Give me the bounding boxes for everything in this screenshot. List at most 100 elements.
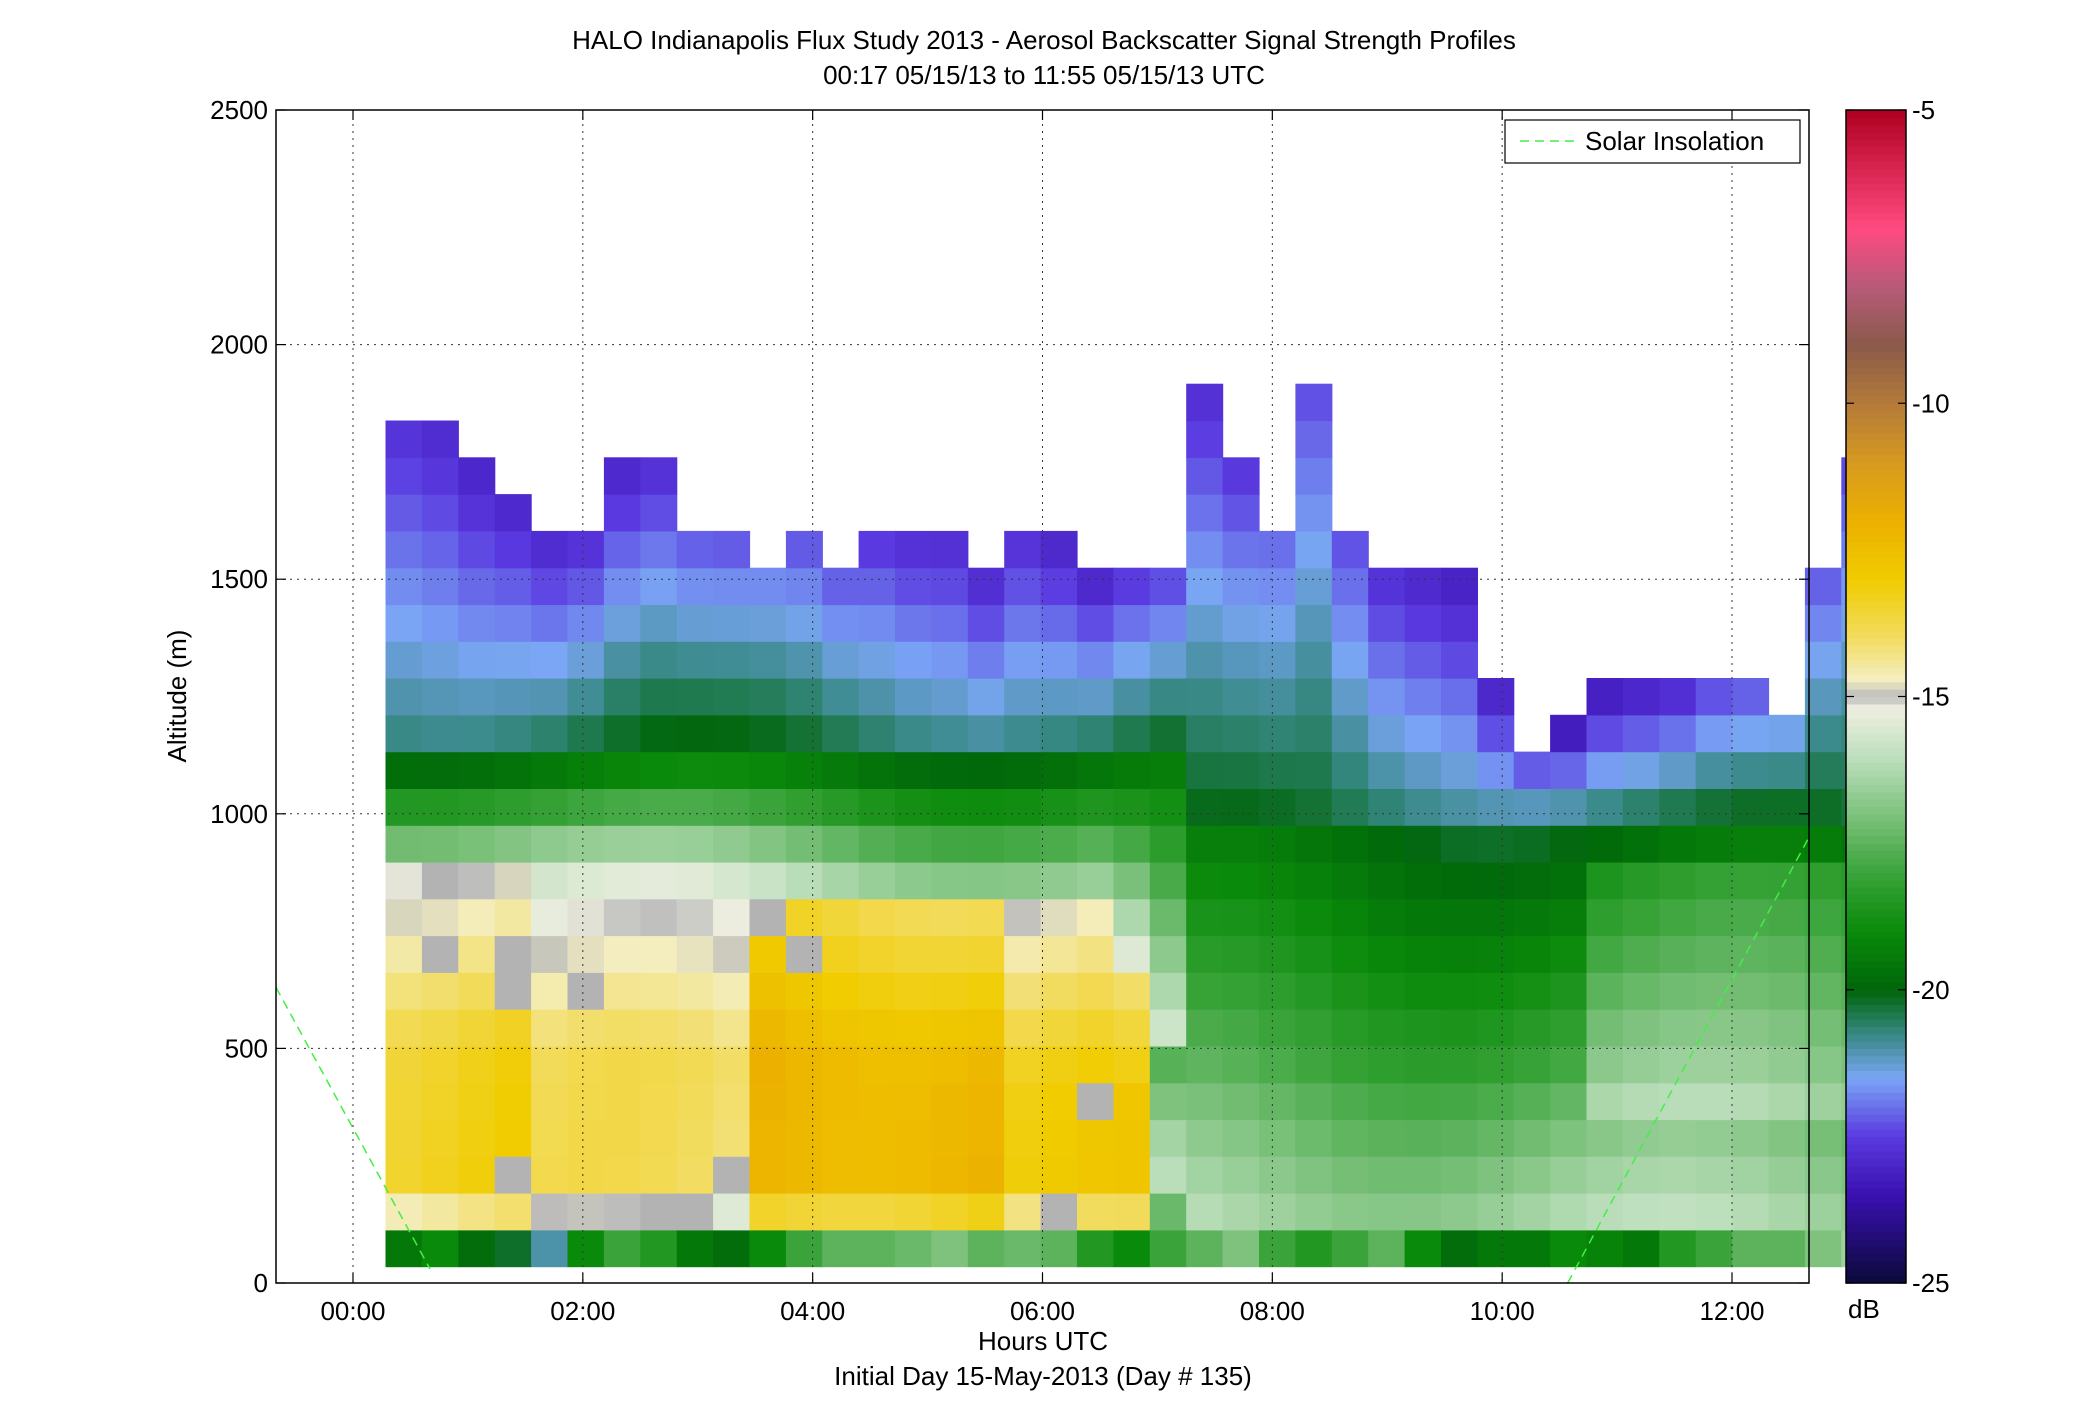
heatmap-cell (1732, 1119, 1770, 1157)
heatmap-cell (895, 1119, 932, 1157)
heatmap-cell (1622, 1119, 1660, 1157)
colorbar-strip (1846, 725, 1906, 734)
heatmap-cell (1040, 1119, 1078, 1157)
heatmap-cell (749, 567, 787, 606)
heatmap-cell (385, 1045, 423, 1084)
heatmap-cell (1768, 1082, 1806, 1121)
heatmap-cell (640, 678, 678, 716)
heatmap-cell (749, 1082, 787, 1121)
heatmap-cell (1804, 1045, 1842, 1084)
heatmap-cell (1477, 861, 1515, 900)
heatmap-cell (822, 567, 860, 606)
heatmap-cell (931, 567, 969, 606)
legend-label-solar-insolation: Solar Insolation (1585, 126, 1764, 156)
heatmap-cell (1441, 751, 1478, 789)
colorbar-strip (1846, 1136, 1906, 1145)
heatmap-cell (1040, 1082, 1078, 1121)
heatmap-cell (1404, 972, 1442, 1010)
heatmap-cell (1550, 935, 1588, 973)
y-tick-label: 0 (254, 1268, 268, 1298)
heatmap-cell (1404, 1119, 1442, 1157)
heatmap-cell (1222, 788, 1260, 826)
heatmap-cell (1222, 898, 1260, 937)
heatmap-cell (749, 825, 787, 863)
heatmap-cell (713, 1045, 751, 1084)
heatmap-cell (1149, 1119, 1187, 1157)
heatmap-cell (1732, 861, 1770, 900)
heatmap-cell (1804, 1193, 1842, 1231)
heatmap-cell (1586, 1045, 1624, 1084)
heatmap-cell (1695, 1009, 1733, 1047)
heatmap-cell (1804, 898, 1842, 937)
colorbar-strip (1846, 183, 1906, 192)
heatmap-cell (421, 678, 459, 716)
heatmap-cell (1622, 1009, 1660, 1047)
heatmap-cell (1659, 1156, 1697, 1194)
heatmap-cell (676, 751, 714, 789)
heatmap-cell (1804, 972, 1842, 1010)
heatmap-cell (640, 1193, 678, 1231)
colorbar-strip (1846, 286, 1906, 294)
heatmap-cell (858, 788, 896, 826)
colorbar-strip (1846, 483, 1906, 492)
heatmap-cell (1368, 714, 1406, 753)
heatmap-cell (1259, 567, 1296, 606)
heatmap-cell (1222, 1082, 1260, 1121)
heatmap-cell (785, 1156, 823, 1194)
heatmap-cell (1040, 1045, 1078, 1084)
heatmap-cell (1149, 1156, 1187, 1194)
heatmap-cell (494, 678, 532, 716)
heatmap-cell (421, 1045, 459, 1084)
heatmap-cell (676, 714, 714, 753)
heatmap-cell (567, 1009, 605, 1047)
heatmap-cell (1040, 1193, 1078, 1231)
colorbar-strip (1846, 1019, 1906, 1027)
colorbar-strip (1846, 359, 1906, 368)
y-tick-label: 2000 (210, 330, 268, 360)
heatmap-cell (676, 1193, 714, 1231)
colorbar-strip (1846, 689, 1906, 698)
heatmap-cell (494, 494, 532, 532)
heatmap-cell (567, 641, 605, 679)
heatmap-cell (822, 1229, 860, 1268)
heatmap-cell (603, 530, 641, 569)
colorbar-strip (1846, 791, 1906, 800)
colorbar-strip (1846, 901, 1906, 910)
heatmap-cell (1368, 972, 1406, 1010)
colorbar-strip (1846, 718, 1906, 727)
colorbar-strip (1846, 894, 1906, 903)
heatmap-cell (1404, 825, 1442, 863)
heatmap-cell (749, 1193, 787, 1231)
heatmap-cell (1149, 1009, 1187, 1047)
heatmap-cell (567, 1045, 605, 1084)
heatmap-cell (567, 678, 605, 716)
heatmap-cells (385, 383, 1879, 1268)
heatmap-cell (421, 1082, 459, 1121)
heatmap-cell (1804, 1009, 1842, 1047)
heatmap-cell (676, 861, 714, 900)
heatmap-cell (1659, 751, 1697, 789)
heatmap-cell (1295, 1045, 1333, 1084)
heatmap-cell (458, 825, 496, 863)
heatmap-cell (421, 935, 459, 973)
heatmap-cell (1695, 1193, 1733, 1231)
colorbar-strip (1846, 366, 1906, 375)
heatmap-cell (1259, 641, 1296, 679)
heatmap-cell (494, 714, 532, 753)
heatmap-cell (385, 898, 423, 937)
heatmap-cell (858, 898, 896, 937)
heatmap-cell (1622, 825, 1660, 863)
heatmap-cell (458, 751, 496, 789)
heatmap-cell (1732, 825, 1770, 863)
heatmap-cell (640, 567, 678, 606)
colorbar-strip (1846, 1004, 1906, 1013)
heatmap-cell (385, 861, 423, 900)
heatmap-cell (895, 604, 932, 642)
heatmap-cell (1768, 714, 1806, 753)
heatmap-cell (1477, 1193, 1515, 1231)
heatmap-cell (1222, 1009, 1260, 1047)
heatmap-cell (1149, 714, 1187, 753)
heatmap-cell (1113, 825, 1151, 863)
heatmap-cell (385, 1156, 423, 1194)
colorbar-tick-label: -20 (1912, 975, 1950, 1005)
